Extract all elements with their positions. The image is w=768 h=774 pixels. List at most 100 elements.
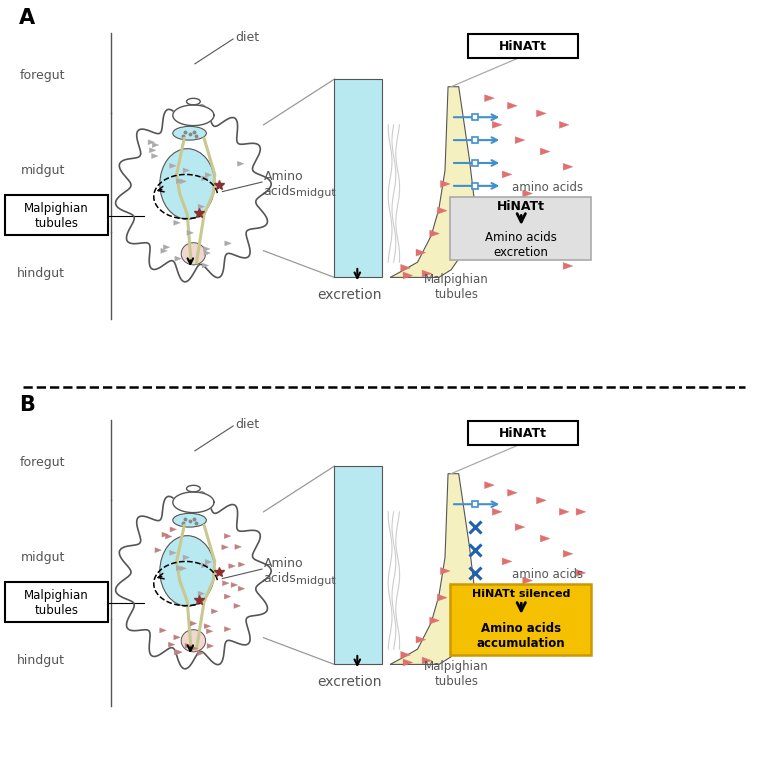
Text: Malpighian
tubules: Malpighian tubules — [424, 273, 488, 301]
Polygon shape — [183, 168, 190, 173]
Text: Amino acids
excretion: Amino acids excretion — [485, 231, 557, 259]
Text: midgut: midgut — [296, 189, 336, 198]
Polygon shape — [204, 246, 210, 252]
Polygon shape — [416, 249, 425, 256]
Polygon shape — [401, 265, 410, 272]
Text: HiNATt silenced: HiNATt silenced — [472, 589, 571, 599]
Polygon shape — [207, 643, 214, 649]
Polygon shape — [152, 142, 159, 148]
FancyBboxPatch shape — [468, 421, 578, 445]
Polygon shape — [559, 509, 569, 515]
Polygon shape — [148, 140, 154, 145]
Polygon shape — [518, 584, 527, 591]
Polygon shape — [502, 171, 511, 178]
Polygon shape — [116, 105, 271, 282]
Polygon shape — [149, 148, 156, 152]
Ellipse shape — [160, 536, 215, 606]
Polygon shape — [165, 534, 172, 539]
Polygon shape — [224, 533, 230, 539]
Polygon shape — [502, 558, 511, 565]
FancyBboxPatch shape — [5, 195, 108, 235]
Polygon shape — [229, 563, 235, 569]
Polygon shape — [403, 659, 412, 666]
Text: diet: diet — [235, 418, 260, 430]
Polygon shape — [390, 87, 474, 277]
Polygon shape — [164, 245, 170, 250]
Text: Malpighian
tubules: Malpighian tubules — [424, 660, 488, 688]
Polygon shape — [204, 251, 210, 255]
Polygon shape — [207, 628, 213, 634]
Text: amino acids: amino acids — [512, 181, 584, 194]
Polygon shape — [422, 270, 432, 277]
Polygon shape — [174, 221, 180, 225]
Polygon shape — [173, 105, 214, 125]
Polygon shape — [563, 262, 573, 269]
Polygon shape — [198, 204, 204, 209]
Text: foregut: foregut — [20, 456, 65, 469]
Polygon shape — [187, 231, 194, 235]
Polygon shape — [185, 643, 191, 649]
Polygon shape — [202, 176, 208, 181]
Polygon shape — [238, 586, 245, 591]
Polygon shape — [176, 649, 182, 655]
Polygon shape — [485, 94, 495, 101]
Polygon shape — [180, 566, 187, 571]
Polygon shape — [202, 263, 209, 268]
Polygon shape — [523, 190, 532, 197]
Polygon shape — [568, 221, 578, 228]
Polygon shape — [563, 163, 573, 170]
Text: midgut: midgut — [296, 576, 336, 585]
Polygon shape — [416, 636, 425, 643]
Text: diet: diet — [235, 31, 260, 43]
Polygon shape — [180, 179, 187, 184]
Polygon shape — [541, 148, 550, 155]
Polygon shape — [205, 173, 212, 177]
Polygon shape — [204, 624, 210, 628]
Polygon shape — [116, 492, 271, 669]
Polygon shape — [176, 179, 183, 183]
Polygon shape — [234, 604, 240, 608]
Polygon shape — [568, 608, 578, 615]
Polygon shape — [440, 180, 450, 187]
Polygon shape — [174, 635, 180, 640]
Text: Malpighian
tubules: Malpighian tubules — [24, 201, 88, 230]
Ellipse shape — [187, 98, 200, 104]
Polygon shape — [508, 489, 517, 496]
Text: HiNATt: HiNATt — [497, 200, 545, 214]
Polygon shape — [430, 617, 439, 624]
Ellipse shape — [173, 513, 207, 527]
Polygon shape — [170, 550, 176, 555]
Text: Amino
acids: Amino acids — [263, 170, 303, 198]
Polygon shape — [537, 497, 546, 504]
FancyBboxPatch shape — [5, 582, 108, 622]
Polygon shape — [576, 627, 586, 634]
Polygon shape — [205, 560, 212, 564]
Text: excretion: excretion — [317, 288, 382, 302]
Text: hindgut: hindgut — [18, 654, 65, 667]
FancyBboxPatch shape — [450, 584, 591, 655]
Polygon shape — [485, 481, 495, 488]
Polygon shape — [237, 161, 244, 166]
Polygon shape — [168, 642, 175, 647]
Polygon shape — [492, 509, 502, 515]
Polygon shape — [170, 527, 177, 532]
Polygon shape — [523, 577, 532, 584]
Polygon shape — [174, 650, 180, 655]
Polygon shape — [437, 207, 447, 214]
Polygon shape — [176, 566, 183, 570]
Polygon shape — [223, 580, 229, 586]
Ellipse shape — [187, 485, 200, 491]
Polygon shape — [437, 594, 447, 601]
FancyBboxPatch shape — [468, 34, 578, 58]
Polygon shape — [190, 621, 197, 626]
Polygon shape — [545, 247, 555, 254]
Polygon shape — [515, 524, 525, 530]
Polygon shape — [161, 248, 167, 253]
Ellipse shape — [173, 126, 207, 140]
Polygon shape — [198, 591, 204, 596]
Polygon shape — [403, 272, 412, 279]
Text: amino acids: amino acids — [512, 568, 584, 581]
Polygon shape — [175, 256, 181, 261]
Polygon shape — [224, 594, 230, 599]
Polygon shape — [170, 163, 176, 168]
